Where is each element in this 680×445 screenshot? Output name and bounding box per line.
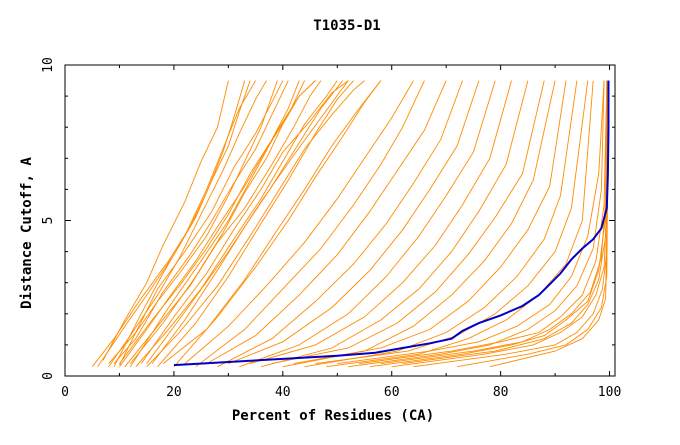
series-line-4 bbox=[108, 80, 278, 364]
series-line-45 bbox=[119, 80, 284, 366]
series-line-6 bbox=[119, 80, 306, 367]
series-line-27 bbox=[293, 80, 567, 365]
y-tick-label-0: 0 bbox=[41, 372, 56, 380]
series-line-15 bbox=[162, 80, 382, 364]
x-tick-label-0: 0 bbox=[61, 385, 69, 400]
series-line-39 bbox=[457, 80, 609, 368]
y-axis-label: Distance Cutoff, A bbox=[19, 157, 35, 309]
series-line-37 bbox=[402, 80, 609, 365]
series-line-10 bbox=[135, 80, 338, 367]
series-line-18 bbox=[195, 80, 425, 368]
series-line-29 bbox=[315, 80, 589, 365]
series-line-32 bbox=[348, 80, 605, 368]
x-tick-label-60: 60 bbox=[384, 385, 400, 400]
y-tick-label-5: 5 bbox=[41, 217, 56, 225]
series-line-35 bbox=[380, 80, 608, 365]
series-line-16 bbox=[173, 80, 382, 367]
series-line-14 bbox=[157, 80, 354, 367]
x-tick-label-100: 100 bbox=[598, 385, 621, 400]
series-line-11 bbox=[140, 80, 349, 364]
x-tick-label-40: 40 bbox=[275, 385, 291, 400]
series-line-19 bbox=[206, 80, 447, 364]
series-line-1 bbox=[91, 80, 246, 367]
x-tick-label-20: 20 bbox=[166, 385, 182, 400]
series-line-34 bbox=[369, 80, 608, 368]
series-line-24 bbox=[260, 80, 529, 368]
series-line-26 bbox=[282, 80, 556, 368]
series-line-41 bbox=[102, 80, 229, 361]
series-line-2 bbox=[97, 80, 251, 367]
series-line-44 bbox=[146, 80, 349, 364]
x-axis-label: Percent of Residues (CA) bbox=[232, 408, 434, 424]
series-line-12 bbox=[146, 80, 365, 368]
highlight-series-line bbox=[173, 80, 610, 367]
series-line-7 bbox=[119, 80, 300, 364]
series-line-8 bbox=[124, 80, 322, 367]
y-axis: 0 5 10 bbox=[41, 57, 615, 380]
chart-title: T1035-D1 bbox=[313, 18, 380, 34]
series-line-17 bbox=[184, 80, 414, 364]
series-line-23 bbox=[249, 80, 512, 365]
series-line-5 bbox=[113, 80, 289, 364]
series-line-22 bbox=[239, 80, 496, 368]
y-tick-label-10: 10 bbox=[41, 57, 56, 73]
series-line-33 bbox=[359, 80, 608, 365]
series-line-3 bbox=[108, 80, 267, 367]
series-line-21 bbox=[228, 80, 480, 365]
series-line-42 bbox=[113, 80, 256, 367]
x-axis: 0 20 40 60 80 100 bbox=[61, 65, 621, 400]
series-line-40 bbox=[489, 80, 609, 368]
series-line-25 bbox=[271, 80, 545, 365]
series-line-20 bbox=[217, 80, 463, 368]
series-line-43 bbox=[129, 80, 316, 367]
x-tick-label-80: 80 bbox=[493, 385, 509, 400]
series-line-31 bbox=[337, 80, 605, 365]
plot-area bbox=[91, 80, 610, 368]
